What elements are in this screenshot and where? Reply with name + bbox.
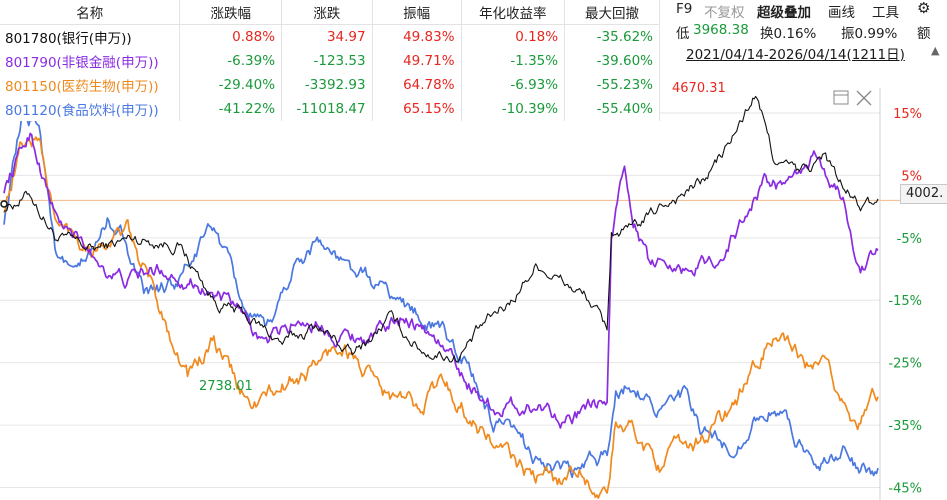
series-line-0 — [3, 95, 879, 363]
amount-label: 额 — [917, 26, 931, 42]
change-pct: -41.22% — [179, 97, 283, 121]
y-tick-label: 5% — [901, 169, 922, 184]
change-pct: -29.40% — [179, 73, 283, 97]
date-range[interactable]: 2021/04/14-2026/04/14(1211日) — [686, 47, 905, 63]
y-tick-label: -15% — [888, 294, 922, 309]
amplitude: 65.15% — [372, 97, 462, 121]
low-value: 3968.38 — [693, 22, 749, 38]
y-tick-label: -45% — [888, 482, 922, 497]
series-line-2 — [3, 136, 879, 499]
series-line-3 — [3, 111, 879, 479]
change-pct: 0.88% — [179, 24, 283, 49]
high-annotation: 4670.31 — [672, 81, 726, 96]
column-header[interactable]: 振幅 — [372, 0, 462, 25]
change-pct: -6.39% — [179, 49, 283, 73]
column-header[interactable]: 涨跌 — [281, 0, 373, 25]
y-tick-label: -25% — [888, 357, 922, 372]
change-value: -123.53 — [281, 49, 373, 73]
row-name: 801150(医药生物(申万)) — [0, 73, 181, 97]
f9-button[interactable]: F9 — [676, 1, 693, 17]
row-name: 801780(银行(申万)) — [0, 24, 181, 49]
low-annotation: 2738.01 — [199, 379, 253, 394]
annual-return: 0.18% — [461, 24, 566, 49]
amplitude: 64.78% — [372, 73, 462, 97]
column-header[interactable]: 最大回撤 — [564, 0, 660, 25]
plot-area — [0, 88, 880, 500]
scroll-up-icon[interactable]: ▲ — [931, 44, 940, 57]
table-row[interactable]: 801150(医药生物(申万)) -29.40% -3392.93 64.78%… — [0, 73, 660, 97]
max-drawdown: -35.62% — [564, 24, 660, 49]
column-header[interactable]: 名称 — [0, 0, 181, 25]
table-header: 名称 涨跌幅 涨跌 振幅 年化收益率 最大回撤 — [0, 0, 660, 25]
annual-return: -1.35% — [461, 49, 566, 73]
low-label: 低 — [676, 26, 690, 42]
column-header[interactable]: 年化收益率 — [461, 0, 566, 25]
draw-line-button[interactable]: 画线 — [828, 5, 855, 21]
series-line-1 — [3, 132, 879, 429]
max-drawdown: -39.60% — [564, 49, 660, 73]
y-tick-label: -35% — [888, 419, 922, 434]
change-value: 34.97 — [281, 24, 373, 49]
table-row[interactable]: 801780(银行(申万)) 0.88% 34.97 49.83% 0.18% … — [0, 24, 660, 49]
overlay-button[interactable]: 超级叠加 — [757, 5, 811, 21]
row-name: 801120(食品饮料(申万)) — [0, 97, 181, 121]
change-value: -11018.47 — [281, 97, 373, 121]
comparison-table: 名称 涨跌幅 涨跌 振幅 年化收益率 最大回撤 801780(银行(申万)) 0… — [0, 0, 660, 121]
amplitude: 49.83% — [372, 24, 462, 49]
amplitude: 49.71% — [372, 49, 462, 73]
y-tick-label: -5% — [897, 232, 922, 247]
turnover-rate: 换0.16% — [760, 26, 817, 42]
toolbar: F9 不复权 超级叠加 画线 工具 ⚙ 低 3968.38 换0.16% 振0.… — [663, 0, 947, 42]
y-tick-label: 15% — [893, 107, 922, 122]
tools-button[interactable]: 工具 — [872, 5, 899, 21]
row-name: 801790(非银金融(申万)) — [0, 49, 181, 73]
gear-icon[interactable]: ⚙ — [917, 0, 931, 17]
annual-return: -10.39% — [461, 97, 566, 121]
change-value: -3392.93 — [281, 73, 373, 97]
column-header[interactable]: 涨跌幅 — [179, 0, 283, 25]
restore-icon[interactable] — [833, 90, 849, 105]
amplitude-rate: 振0.99% — [841, 26, 898, 42]
max-drawdown: -55.40% — [564, 97, 660, 121]
max-drawdown: -55.23% — [564, 73, 660, 97]
table-row[interactable]: 801120(食品饮料(申万)) -41.22% -11018.47 65.15… — [0, 97, 660, 121]
no-adjust-button[interactable]: 不复权 — [704, 5, 745, 21]
current-price-label: 4002. — [900, 184, 947, 204]
series-lines — [3, 95, 879, 499]
y-axis-ticks: 15% 5% -5% -15% -25% -35% -45% — [888, 107, 922, 497]
annual-return: -6.93% — [461, 73, 566, 97]
close-icon[interactable] — [856, 90, 872, 106]
series-start-marker — [0, 200, 8, 208]
table-row[interactable]: 801790(非银金融(申万)) -6.39% -123.53 49.71% -… — [0, 49, 660, 73]
